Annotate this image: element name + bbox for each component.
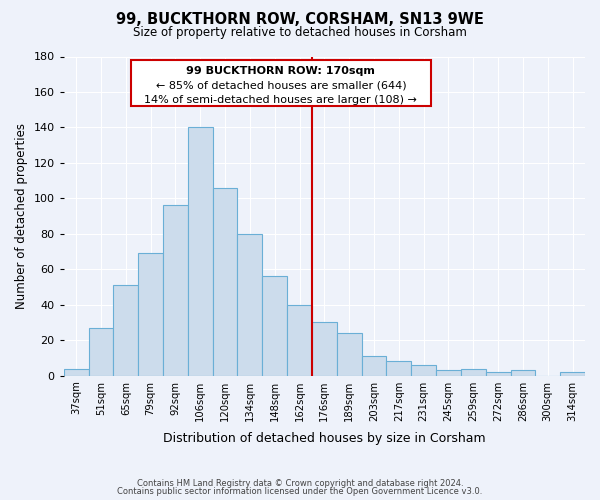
X-axis label: Distribution of detached houses by size in Corsham: Distribution of detached houses by size … xyxy=(163,432,485,445)
Text: 14% of semi-detached houses are larger (108) →: 14% of semi-detached houses are larger (… xyxy=(145,94,418,104)
Bar xyxy=(337,333,362,376)
Bar xyxy=(486,372,511,376)
Bar xyxy=(238,234,262,376)
Bar xyxy=(287,304,312,376)
Bar xyxy=(113,285,138,376)
Bar xyxy=(188,128,212,376)
Bar xyxy=(362,356,386,376)
Bar xyxy=(212,188,238,376)
Text: Contains public sector information licensed under the Open Government Licence v3: Contains public sector information licen… xyxy=(118,487,482,496)
Y-axis label: Number of detached properties: Number of detached properties xyxy=(15,123,28,309)
Bar xyxy=(560,372,585,376)
Bar xyxy=(386,362,411,376)
Text: ← 85% of detached houses are smaller (644): ← 85% of detached houses are smaller (64… xyxy=(155,80,406,90)
Text: Contains HM Land Registry data © Crown copyright and database right 2024.: Contains HM Land Registry data © Crown c… xyxy=(137,478,463,488)
Bar xyxy=(138,254,163,376)
Bar xyxy=(411,365,436,376)
Bar xyxy=(511,370,535,376)
Bar xyxy=(64,368,89,376)
Text: Size of property relative to detached houses in Corsham: Size of property relative to detached ho… xyxy=(133,26,467,39)
Text: 99 BUCKTHORN ROW: 170sqm: 99 BUCKTHORN ROW: 170sqm xyxy=(187,66,376,76)
Bar xyxy=(89,328,113,376)
Bar xyxy=(163,206,188,376)
FancyBboxPatch shape xyxy=(131,60,431,106)
Text: 99, BUCKTHORN ROW, CORSHAM, SN13 9WE: 99, BUCKTHORN ROW, CORSHAM, SN13 9WE xyxy=(116,12,484,27)
Bar xyxy=(461,368,486,376)
Bar xyxy=(312,322,337,376)
Bar xyxy=(262,276,287,376)
Bar xyxy=(436,370,461,376)
